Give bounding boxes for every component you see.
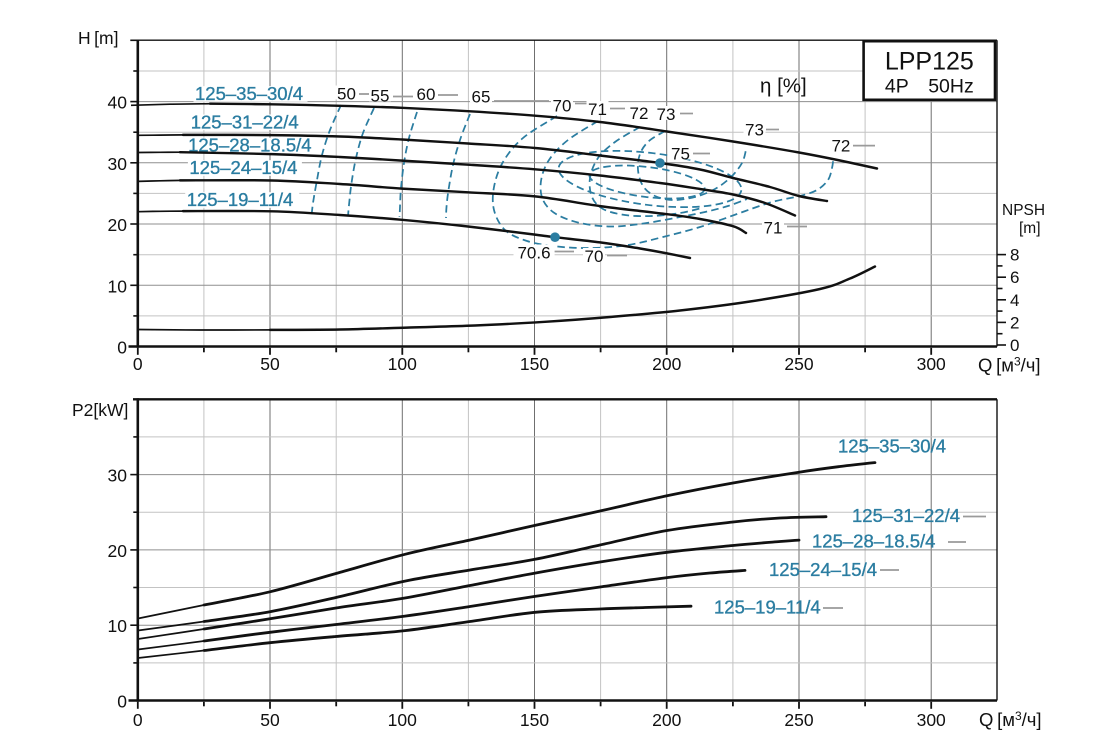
svg-text:70.6: 70.6 (517, 244, 550, 263)
svg-text:73: 73 (657, 105, 676, 124)
svg-text:0: 0 (133, 354, 143, 374)
svg-text:NPSH: NPSH (1002, 202, 1045, 219)
svg-text:73: 73 (745, 121, 764, 140)
svg-text:125–28–18.5/4: 125–28–18.5/4 (188, 135, 311, 156)
svg-text:125–19–11/4: 125–19–11/4 (187, 189, 294, 210)
svg-text:75: 75 (671, 145, 690, 164)
svg-text:200: 200 (652, 354, 681, 374)
svg-text:H [m]: H [m] (78, 28, 118, 48)
svg-text:Q [м3/ч]: Q [м3/ч] (978, 355, 1041, 376)
svg-text:125–35–30/4: 125–35–30/4 (195, 83, 303, 104)
svg-text:8: 8 (1010, 246, 1019, 265)
svg-text:4P 50Hz: 4P 50Hz (885, 76, 974, 98)
svg-text:250: 250 (784, 354, 813, 374)
svg-text:70: 70 (553, 97, 572, 116)
svg-text:4: 4 (1010, 291, 1019, 310)
svg-text:20: 20 (108, 541, 128, 561)
svg-text:40: 40 (108, 93, 128, 113)
svg-text:125–31–22/4: 125–31–22/4 (852, 505, 960, 526)
svg-text:125–19–11/4: 125–19–11/4 (714, 597, 821, 618)
svg-text:2: 2 (1010, 313, 1019, 332)
svg-text:20: 20 (108, 215, 128, 235)
svg-text:LPP125: LPP125 (885, 48, 974, 76)
svg-text:10: 10 (108, 276, 128, 296)
svg-text:30: 30 (108, 154, 128, 174)
svg-text:Q [м3/ч]: Q [м3/ч] (979, 709, 1042, 730)
svg-text:0: 0 (1010, 336, 1019, 355)
svg-text:150: 150 (520, 710, 549, 730)
svg-text:0: 0 (117, 692, 127, 712)
svg-text:0: 0 (133, 710, 143, 730)
svg-text:200: 200 (652, 710, 681, 730)
svg-text:150: 150 (520, 354, 549, 374)
svg-text:50: 50 (260, 710, 280, 730)
svg-text:72: 72 (630, 104, 649, 123)
svg-text:65: 65 (472, 88, 491, 107)
svg-text:0: 0 (117, 338, 127, 358)
svg-text:6: 6 (1010, 268, 1019, 287)
svg-text:100: 100 (388, 710, 417, 730)
svg-text:100: 100 (388, 354, 417, 374)
svg-text:60: 60 (417, 85, 436, 104)
svg-text:71: 71 (588, 100, 607, 119)
svg-text:P2[kW]: P2[kW] (72, 400, 128, 420)
svg-text:125–35–30/4: 125–35–30/4 (838, 436, 946, 457)
svg-text:125–31–22/4: 125–31–22/4 (191, 111, 299, 132)
svg-text:30: 30 (108, 466, 128, 486)
svg-text:50: 50 (260, 354, 280, 374)
svg-text:55: 55 (371, 87, 390, 106)
svg-text:η [%]: η [%] (760, 75, 807, 98)
svg-text:10: 10 (108, 616, 128, 636)
svg-text:72: 72 (831, 137, 850, 156)
svg-text:50: 50 (337, 85, 356, 104)
svg-text:125–28–18.5/4: 125–28–18.5/4 (812, 531, 935, 552)
svg-text:125–24–15/4: 125–24–15/4 (769, 559, 877, 580)
svg-text:300: 300 (917, 710, 946, 730)
svg-text:250: 250 (784, 710, 813, 730)
svg-text:70: 70 (585, 247, 604, 266)
svg-text:125–24–15/4: 125–24–15/4 (189, 157, 297, 178)
svg-text:300: 300 (917, 354, 946, 374)
svg-text:71: 71 (764, 219, 783, 238)
svg-text:[m]: [m] (1019, 220, 1041, 237)
